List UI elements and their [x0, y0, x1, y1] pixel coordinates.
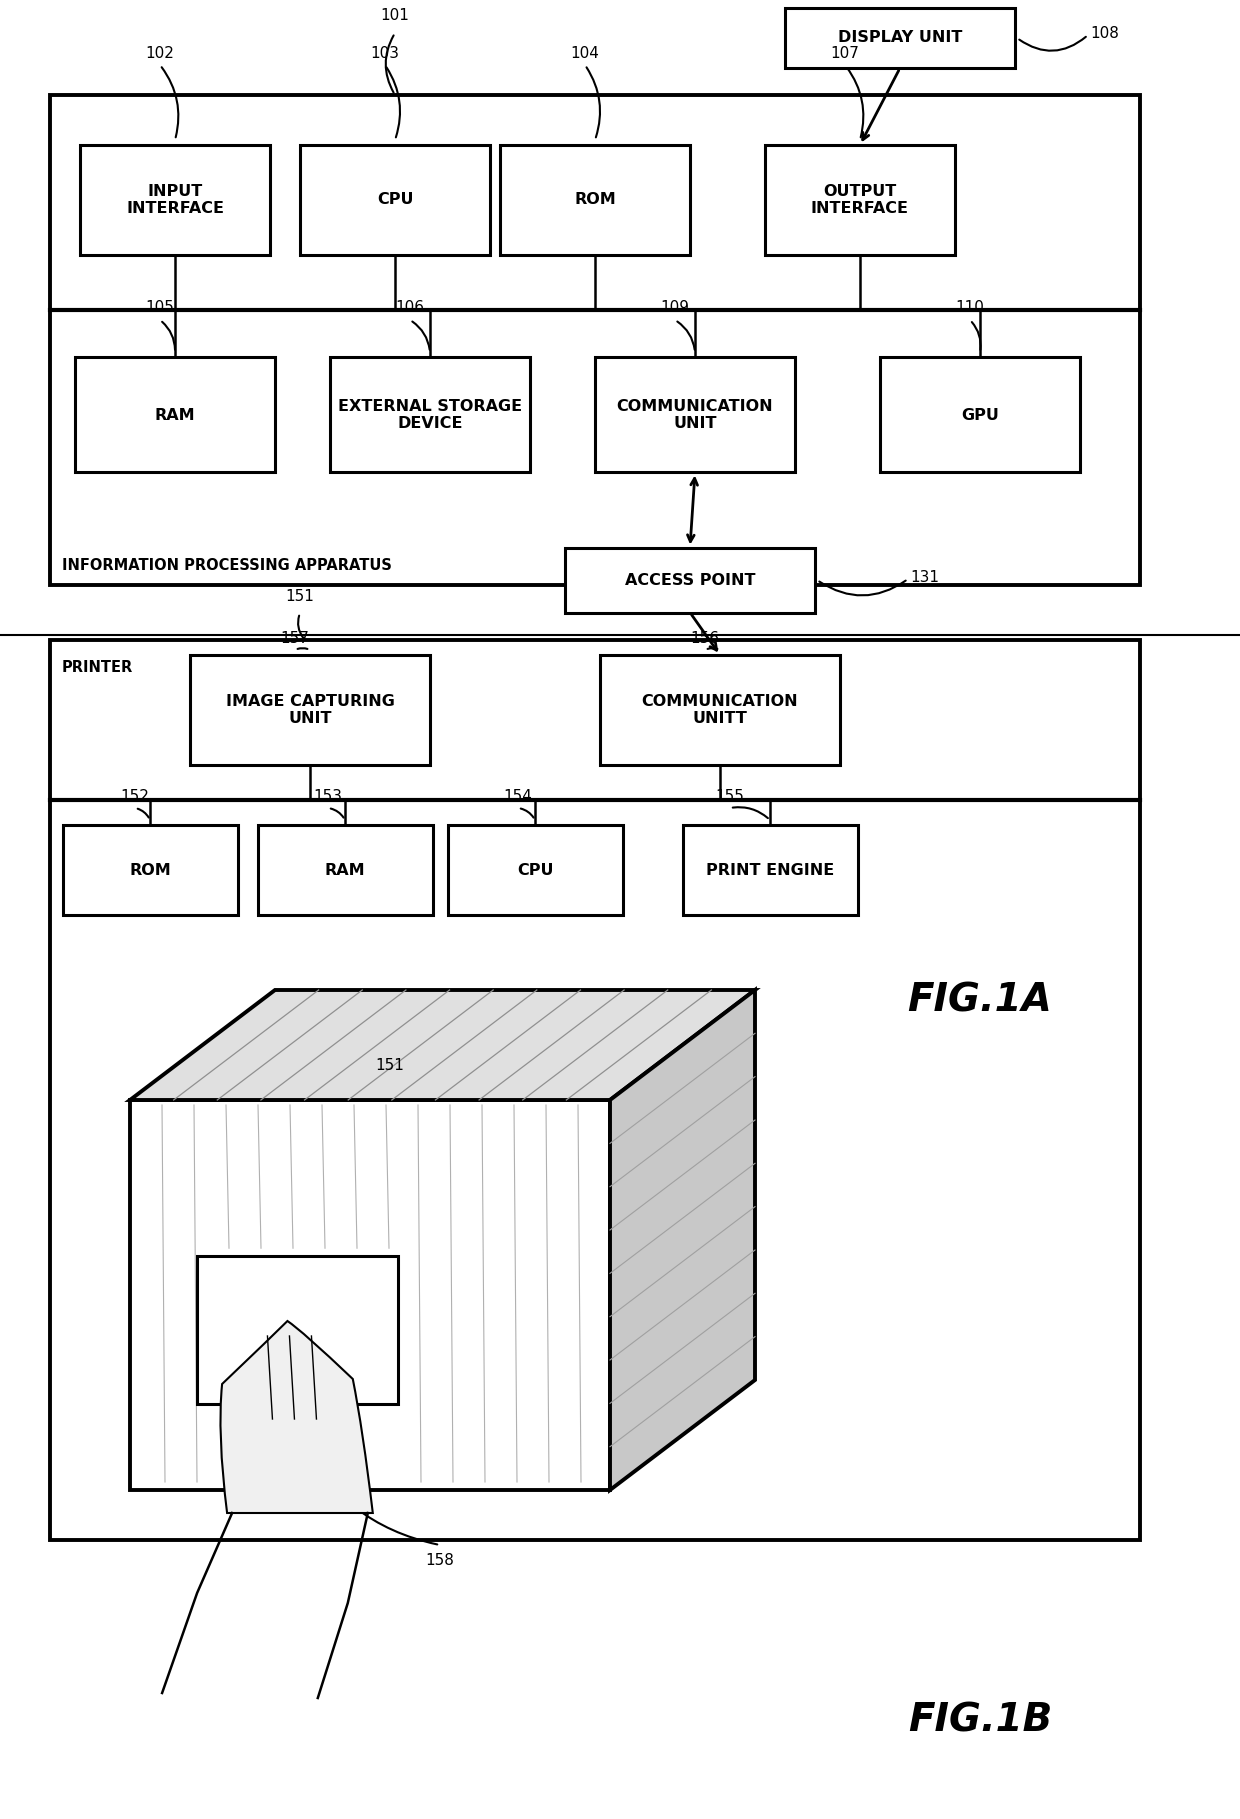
- Text: ROM: ROM: [574, 193, 616, 207]
- Text: 151: 151: [285, 589, 315, 604]
- Text: ACCESS POINT: ACCESS POINT: [625, 573, 755, 588]
- Text: 155: 155: [715, 788, 744, 804]
- Bar: [785, 7, 1016, 67]
- Text: 108: 108: [1090, 25, 1118, 40]
- Text: 131: 131: [910, 569, 939, 584]
- Text: 110: 110: [956, 300, 985, 315]
- Text: CPU: CPU: [517, 862, 553, 877]
- Bar: [330, 358, 529, 473]
- Bar: [258, 826, 433, 915]
- Bar: [682, 826, 858, 915]
- Text: FIG.1A: FIG.1A: [908, 980, 1053, 1019]
- Text: CPU: CPU: [377, 193, 413, 207]
- Bar: [50, 95, 1140, 586]
- Text: INPUT
INTERFACE: INPUT INTERFACE: [126, 184, 224, 216]
- Bar: [448, 826, 622, 915]
- Text: ROM: ROM: [129, 862, 171, 877]
- Bar: [600, 655, 839, 766]
- Text: FIG.1B: FIG.1B: [908, 1701, 1052, 1739]
- Bar: [74, 358, 275, 473]
- Text: OUTPUT
INTERFACE: OUTPUT INTERFACE: [811, 184, 909, 216]
- Bar: [50, 640, 1140, 1541]
- Text: COMMUNICATION
UNITT: COMMUNICATION UNITT: [641, 693, 799, 726]
- Bar: [500, 146, 689, 255]
- Text: 154: 154: [503, 788, 532, 804]
- Bar: [880, 358, 1080, 473]
- Text: EXTERNAL STORAGE
DEVICE: EXTERNAL STORAGE DEVICE: [339, 398, 522, 431]
- Text: 104: 104: [570, 45, 599, 60]
- Text: PRINTER: PRINTER: [62, 660, 133, 675]
- Text: 102: 102: [145, 45, 175, 60]
- Text: RAM: RAM: [325, 862, 366, 877]
- Text: 106: 106: [396, 300, 424, 315]
- Text: 151: 151: [376, 1057, 404, 1073]
- Bar: [62, 826, 238, 915]
- Text: IMAGE CAPTURING
UNIT: IMAGE CAPTURING UNIT: [226, 693, 394, 726]
- Text: 152: 152: [120, 788, 150, 804]
- Bar: [197, 1255, 398, 1404]
- Text: 157: 157: [280, 631, 310, 646]
- Text: 107: 107: [831, 45, 859, 60]
- Polygon shape: [130, 990, 755, 1100]
- Bar: [595, 358, 795, 473]
- Text: 105: 105: [145, 300, 175, 315]
- Polygon shape: [610, 990, 755, 1490]
- Text: RAM: RAM: [155, 407, 196, 422]
- Text: 103: 103: [371, 45, 399, 60]
- Text: DISPLAY UNIT: DISPLAY UNIT: [838, 31, 962, 45]
- Bar: [190, 655, 430, 766]
- PathPatch shape: [221, 1321, 373, 1513]
- Text: 156: 156: [691, 631, 719, 646]
- Text: GPU: GPU: [961, 407, 999, 422]
- Text: INFORMATION PROCESSING APPARATUS: INFORMATION PROCESSING APPARATUS: [62, 558, 392, 573]
- Text: 153: 153: [314, 788, 342, 804]
- Text: PRINT ENGINE: PRINT ENGINE: [706, 862, 835, 877]
- Text: 109: 109: [661, 300, 689, 315]
- Bar: [81, 146, 270, 255]
- Text: 158: 158: [425, 1552, 454, 1568]
- Text: 101: 101: [381, 9, 409, 24]
- Bar: [565, 548, 815, 613]
- Text: COMMUNICATION
UNIT: COMMUNICATION UNIT: [616, 398, 774, 431]
- Bar: [765, 146, 955, 255]
- Bar: [300, 146, 490, 255]
- Polygon shape: [130, 1100, 610, 1490]
